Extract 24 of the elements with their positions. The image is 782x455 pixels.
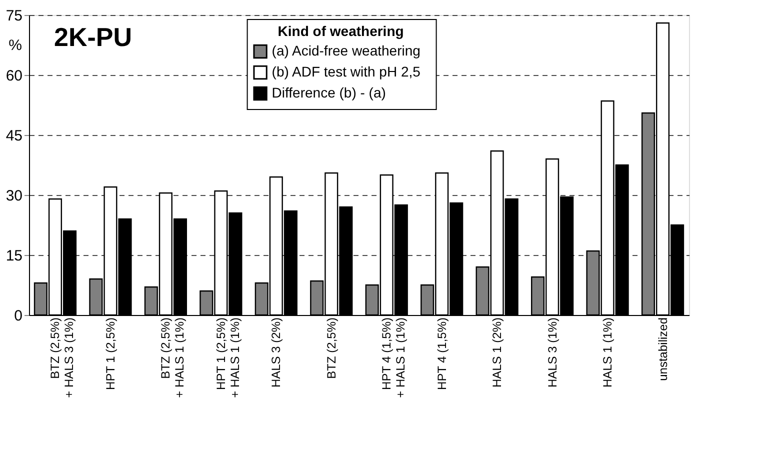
x-tick-label: unstabilized — [656, 318, 670, 381]
y-tick-label: 45 — [6, 128, 22, 144]
x-tick-label: HALS 3 (2%) — [269, 318, 284, 388]
x-tick-label: HPT 1 (2,5%) — [103, 317, 118, 390]
y-tick-label: 30 — [6, 188, 22, 204]
x-tick-label: HALS 3 (1%) — [545, 318, 560, 388]
x-tick-label: HALS 1 (2%) — [490, 318, 504, 388]
legend-title: Kind of weathering — [278, 23, 404, 39]
x-tick-label: BTZ (2,5%) — [324, 318, 338, 379]
y-tick-label: 0 — [14, 308, 22, 324]
x-tick-label: BTZ (2,5%) + HALS 3 (1%) — [48, 318, 76, 398]
y-tick-label: 75 — [6, 8, 22, 24]
legend-label: (b) ADF test with pH 2,5 — [272, 64, 421, 80]
y-axis-title: % — [8, 37, 22, 54]
x-tick-label: HPT 4 (1,5%) + HALS 1 (1%) — [380, 317, 408, 398]
x-tick-label: HPT 4 (1,5%) — [434, 317, 449, 390]
legend-label: (a) Acid-free weathering — [272, 42, 420, 58]
y-tick-label: 15 — [6, 248, 22, 264]
chart-title: 2K-PU — [54, 22, 132, 52]
x-tick-label: HPT 1 (2,5%) + HALS 1 (1%) — [214, 317, 242, 398]
x-tick-label: BTZ (2,5%) + HALS 1 (1%) — [158, 318, 187, 398]
legend-label: Difference (b) - (a) — [272, 84, 386, 100]
y-tick-label: 60 — [6, 68, 22, 84]
x-tick-label: HALS 1 (1%) — [600, 318, 615, 388]
